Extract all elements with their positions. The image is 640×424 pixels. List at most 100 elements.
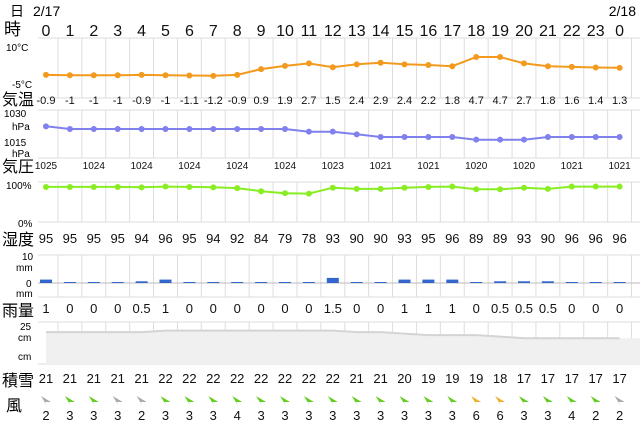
temp-label: 気温: [2, 91, 34, 109]
pressure-point: [210, 126, 217, 132]
pressure-point: [473, 136, 480, 143]
precip-bar: [398, 279, 411, 283]
wind-arrow-icon: [423, 396, 434, 406]
humidity-point: [616, 183, 623, 190]
temp-value-label: 1.9: [277, 95, 292, 107]
humidity-point: [401, 184, 408, 191]
snow-value-label: 22: [302, 371, 316, 386]
precip-bar: [207, 282, 220, 283]
hum-axis-bottom: 0%: [18, 219, 33, 230]
wind-speed-label: 3: [425, 408, 432, 423]
precip-value-label: 0: [568, 301, 575, 316]
temp-value-label: 2.7: [516, 95, 531, 107]
pressure-value-label: 1024: [130, 161, 153, 172]
temp-point: [258, 66, 265, 73]
snow-value-label: 19: [445, 371, 459, 386]
wind-arrow-icon: [88, 396, 99, 406]
pressure-point: [329, 128, 336, 135]
wind-arrow-icon: [280, 396, 290, 406]
hour-tick-label: 14: [372, 23, 390, 40]
wind-label: 風: [6, 398, 22, 415]
temp-value-label: 1.4: [588, 95, 603, 107]
humidity-point: [497, 186, 504, 193]
pressure-point: [353, 131, 360, 138]
precip-axis-bottom-unit: mm: [16, 289, 33, 300]
wind-speed-label: 3: [377, 408, 384, 423]
temp-value-label: 2.7: [301, 95, 316, 107]
wind-arrow-icon: [542, 396, 553, 406]
snow-value-label: 22: [158, 371, 172, 386]
pressure-point: [282, 126, 288, 132]
humidity-value-label: 94: [134, 231, 148, 246]
pressure-value-label: 1020: [513, 161, 536, 172]
humidity-point: [329, 184, 336, 191]
humidity-point: [521, 184, 527, 191]
humidity-label: 湿度: [2, 231, 34, 249]
temp-value-label: -0.9: [132, 95, 151, 107]
precip-bar: [422, 279, 435, 283]
pressure-value-label: 1021: [608, 161, 631, 172]
precip-bar: [40, 279, 52, 283]
temp-value-label: -1: [65, 95, 75, 107]
temp-point: [449, 63, 456, 70]
wind-arrow-icon: [590, 396, 601, 406]
pressure-value-label: 1021: [417, 161, 440, 172]
hour-tick-label: 8: [233, 23, 242, 40]
precip-value-label: 0: [353, 301, 360, 316]
temp-point: [521, 60, 527, 67]
humidity-value-label: 79: [278, 231, 292, 246]
precip-value-label: 1: [162, 301, 169, 316]
snow-value-label: 19: [421, 371, 435, 386]
temp-value-label: -0.9: [228, 95, 247, 107]
temp-value-label: -1: [113, 95, 123, 107]
snow-value-label: 22: [278, 371, 292, 386]
humidity-value-label: 93: [517, 231, 531, 246]
humidity-point: [66, 183, 73, 190]
humidity-value-label: 95: [39, 231, 53, 246]
temp-value-label: -0.9: [37, 95, 56, 107]
temp-point: [401, 61, 408, 68]
precip-value-label: 0.5: [491, 301, 509, 316]
pressure-point: [162, 126, 169, 132]
wind-arrow-icon: [447, 396, 458, 406]
temp-point: [592, 64, 599, 71]
humidity-point: [43, 183, 49, 190]
temp-point: [186, 72, 193, 79]
hour-tick-label: 10: [276, 23, 294, 40]
precip-bar: [111, 282, 124, 283]
date-left: 2/17: [33, 3, 60, 19]
pressure-value-label: 1024: [226, 161, 249, 172]
wind-arrow-icon: [351, 396, 362, 406]
hour-tick-label: 6: [185, 23, 194, 40]
wind-arrow-icon: [64, 396, 75, 406]
precip-value-label: 0: [305, 301, 312, 316]
temp-point: [305, 60, 312, 67]
snow-value-label: 17: [565, 371, 579, 386]
temp-value-label: -1.1: [180, 95, 199, 107]
precip-value-label: 0: [114, 301, 121, 316]
humidity-point: [234, 185, 241, 192]
wind-speed-label: 3: [114, 408, 121, 423]
snow-value-label: 17: [588, 371, 602, 386]
wind-arrow-icon: [184, 396, 195, 406]
wind-arrow-icon: [495, 396, 506, 406]
wind-arrow-icon: [303, 396, 314, 406]
temp-value-label: -1.2: [204, 95, 223, 107]
pressure-point: [568, 134, 575, 140]
precip-axis-top-unit: mm: [16, 263, 33, 274]
pressure-point: [616, 134, 623, 140]
humidity-value-label: 84: [254, 231, 268, 246]
snow-value-label: 17: [541, 371, 555, 386]
humidity-value-label: 92: [230, 231, 244, 246]
snow-value-label: 17: [612, 371, 626, 386]
precip-bar: [183, 282, 196, 283]
wind-arrow-icon: [232, 396, 243, 406]
hour-tick-label: 22: [563, 23, 581, 40]
wind-arrow-icon: [327, 396, 338, 406]
precip-bar: [470, 282, 483, 283]
wind-speed-label: 3: [90, 408, 97, 423]
temp-value-label: 1.3: [612, 95, 627, 107]
pres-axis-top-value: 1030: [4, 109, 27, 120]
hour-tick-label: 16: [420, 23, 438, 40]
